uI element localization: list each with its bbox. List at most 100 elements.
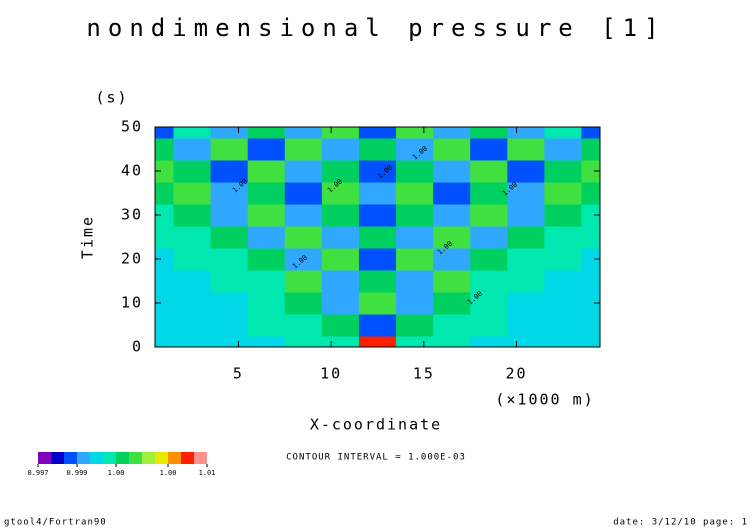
- colorbar-swatch: [129, 452, 142, 464]
- contour-cell: [210, 248, 249, 271]
- contour-cell: [396, 292, 434, 315]
- contour-cell: [210, 270, 249, 293]
- contour-cell: [358, 248, 397, 271]
- contour-cell: [321, 226, 360, 249]
- contour-cell: [321, 182, 360, 205]
- contour-cell: [396, 182, 434, 205]
- contour-cell: [507, 292, 545, 315]
- colorbar-swatch: [90, 452, 103, 464]
- contour-cell: [155, 292, 175, 315]
- contour-cell: [155, 314, 175, 337]
- chart-title: nondimensional pressure [1]: [86, 14, 665, 42]
- contour-cell: [284, 336, 323, 347]
- contour-cell: [544, 127, 582, 139]
- contour-cell: [284, 248, 323, 271]
- contour-cell: [544, 292, 582, 315]
- contour-cell: [544, 138, 582, 161]
- contour-cell: [507, 336, 545, 347]
- contour-cell: [155, 138, 175, 161]
- colorbar-swatch: [168, 452, 181, 464]
- contour-cell: [284, 204, 323, 227]
- contour-cell: [507, 127, 545, 139]
- contour-cell: [507, 138, 545, 161]
- contour-cell: [210, 127, 249, 139]
- colorbar-swatch: [194, 452, 207, 464]
- y-tick-label: 30: [121, 206, 143, 224]
- x-tick-label: 20: [506, 365, 528, 383]
- contour-cell: [396, 226, 434, 249]
- colorbar-swatch: [181, 452, 194, 464]
- contour-cell: [284, 292, 323, 315]
- contour-cell: [358, 127, 397, 139]
- contour-cell: [507, 226, 545, 249]
- contour-cell: [358, 182, 397, 205]
- contour-cell: [581, 182, 600, 205]
- contour-cell: [155, 336, 175, 347]
- y-tick-label: 0: [132, 338, 143, 356]
- contour-cell: [321, 248, 360, 271]
- contour-cell: [433, 204, 471, 227]
- contour-cell: [433, 314, 471, 337]
- contour-cell: [321, 127, 360, 139]
- contour-cell: [155, 226, 175, 249]
- contour-cell: [321, 138, 360, 161]
- contour-cell: [247, 314, 286, 337]
- contour-cell: [173, 226, 212, 249]
- contour-cell: [321, 336, 360, 347]
- contour-cell: [470, 160, 508, 183]
- contour-cell: [173, 248, 212, 271]
- x-tick-label: 10: [320, 365, 342, 383]
- contour-cell: [173, 314, 212, 337]
- contour-cell: [155, 204, 175, 227]
- contour-cell: [173, 138, 212, 161]
- contour-cell: [155, 127, 175, 139]
- axes: [154, 126, 601, 348]
- contour-cell: [544, 248, 582, 271]
- contour-cell: [544, 160, 582, 183]
- contour-cell: [396, 248, 434, 271]
- contour-cell: [173, 204, 212, 227]
- contour-cell: [155, 270, 175, 293]
- colorbar-swatch: [116, 452, 129, 464]
- footer-right: date: 3/12/10 page: 1: [613, 518, 748, 528]
- contour-cell: [470, 314, 508, 337]
- contour-cell: [581, 204, 600, 227]
- contour-cell: [247, 182, 286, 205]
- contour-cell: [507, 182, 545, 205]
- contour-cell: [358, 336, 397, 347]
- contour-cell: [358, 138, 397, 161]
- colorbar-label: 0.997: [27, 469, 48, 477]
- y-axis-label: Time: [79, 215, 97, 259]
- contour-cell: [321, 160, 360, 183]
- contour-cell: [581, 127, 600, 139]
- contour-cell: [173, 127, 212, 139]
- contour-cell: [247, 160, 286, 183]
- contour-cell: [284, 226, 323, 249]
- contour-cell: [396, 127, 434, 139]
- contour-cell: [155, 160, 175, 183]
- x-tick-label: 15: [413, 365, 435, 383]
- contour-cell: [247, 292, 286, 315]
- contour-cell: [247, 204, 286, 227]
- contour-cell: [544, 226, 582, 249]
- contour-cell: [210, 226, 249, 249]
- contour-cell: [284, 160, 323, 183]
- plot-frame: [154, 126, 601, 348]
- contour-cell: [247, 270, 286, 293]
- contour-cell: [470, 292, 508, 315]
- contour-cell: [581, 292, 600, 315]
- contour-cell: [396, 138, 434, 161]
- contour-cell: [358, 226, 397, 249]
- contour-cell: [507, 204, 545, 227]
- footer-left: gtool4/Fortran90: [4, 518, 107, 528]
- contour-cell: [210, 204, 249, 227]
- contour-cell: [581, 226, 600, 249]
- contour-cell: [470, 182, 508, 205]
- contour-field: [155, 127, 600, 347]
- contour-cell: [247, 138, 286, 161]
- contour-cell: [284, 138, 323, 161]
- contour-cell: [210, 314, 249, 337]
- contour-cell: [396, 314, 434, 337]
- contour-cell: [284, 127, 323, 139]
- contour-cell: [284, 314, 323, 337]
